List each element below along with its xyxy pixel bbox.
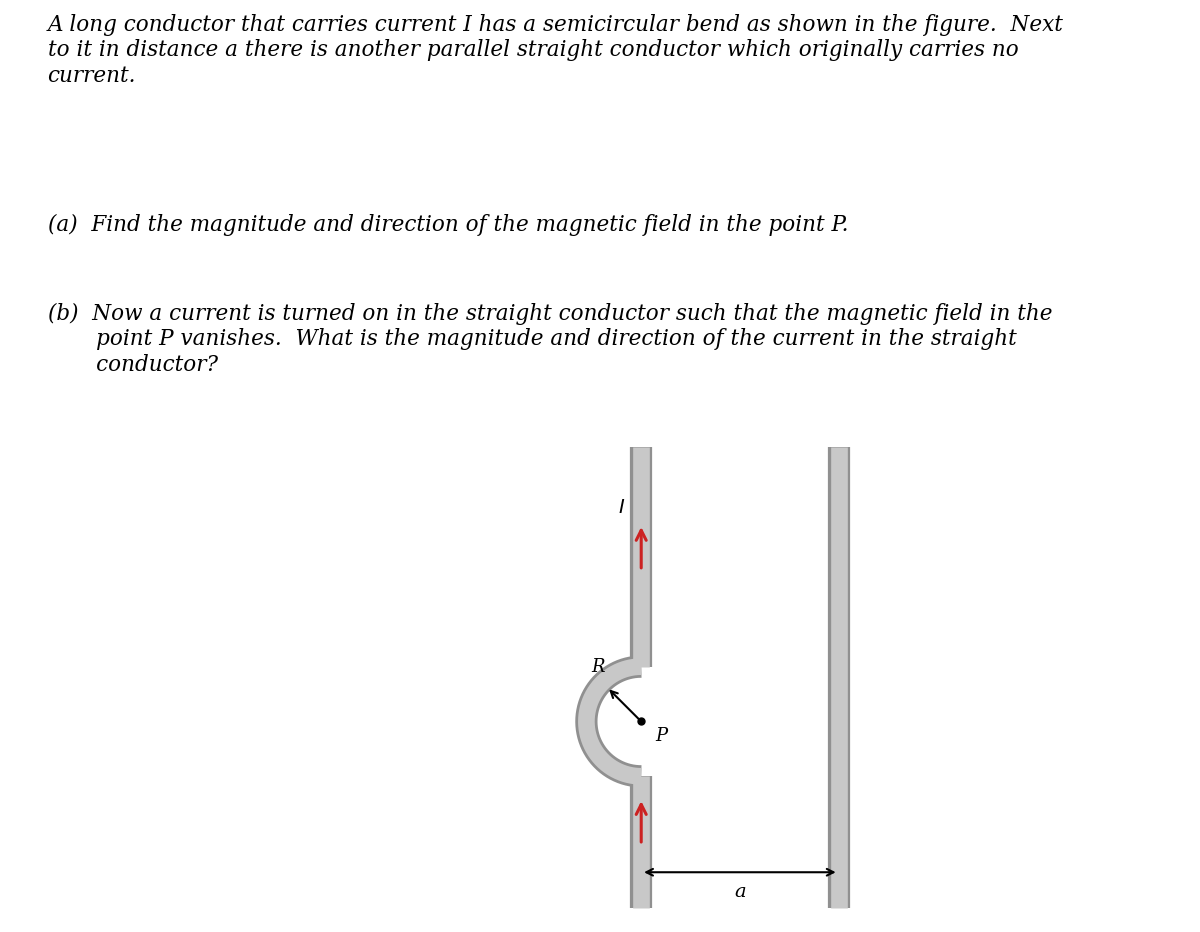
Text: A long conductor that carries current I has a semicircular bend as shown in the : A long conductor that carries current I … <box>48 14 1063 87</box>
Text: (b)  Now a current is turned on in the straight conductor such that the magnetic: (b) Now a current is turned on in the st… <box>48 303 1052 376</box>
Text: (a)  Find the magnitude and direction of the magnetic field in the point P.: (a) Find the magnitude and direction of … <box>48 214 848 237</box>
Text: R: R <box>590 658 605 677</box>
Text: $I$: $I$ <box>618 499 625 516</box>
Text: P: P <box>655 727 667 745</box>
Text: a: a <box>734 884 745 901</box>
